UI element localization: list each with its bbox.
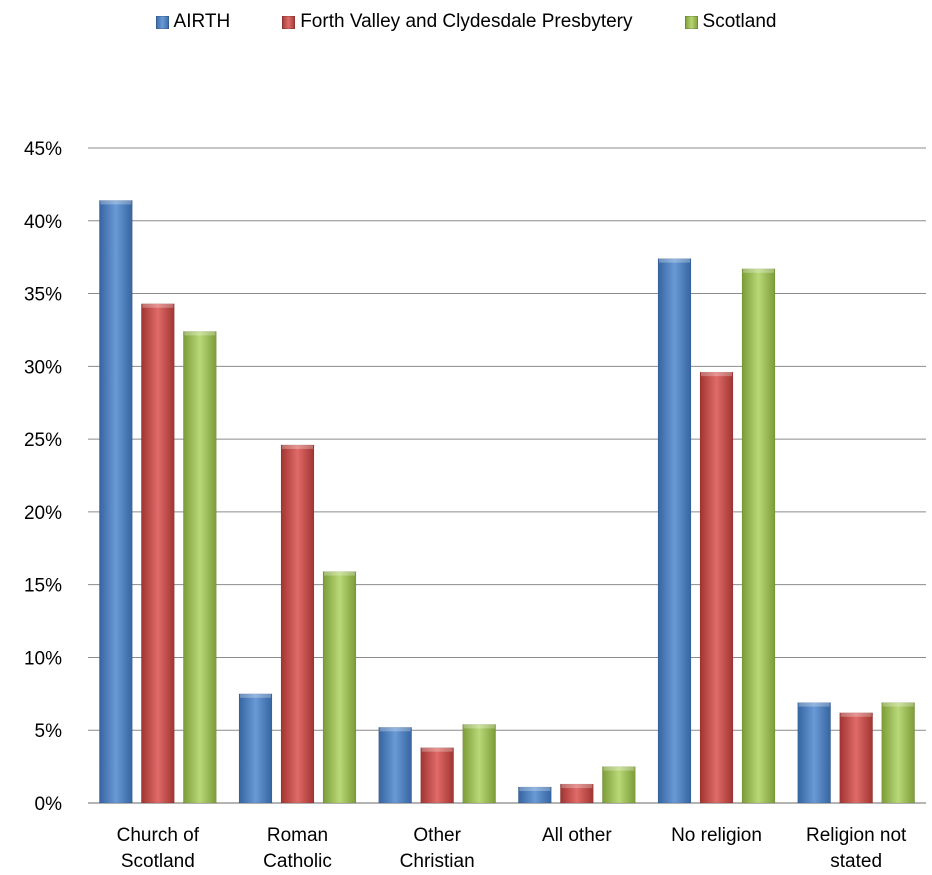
legend-swatch-presbytery [282,15,296,29]
y-tick-label: 5% [35,721,63,742]
y-tick-label: 30% [24,357,62,378]
bar-scotland [322,571,357,804]
legend-item-presbytery: Forth Valley and Clydesdale Presbytery [282,10,633,34]
bar-bevel [142,303,174,308]
y-axis-ticks: 0% 5% 10% 15% 20% 25% 30% 35% 40% 45% [24,139,62,815]
bar-forth-valley-and-clydesdale-presbytery [560,783,594,804]
bar-airth [518,786,552,804]
bar-forth-valley-and-clydesdale-presbytery [420,747,454,804]
y-tick-label: 20% [24,503,62,524]
bar-bevel [100,200,132,205]
legend-label-presbytery: Forth Valley and Clydesdale Presbytery [300,11,633,32]
bar-forth-valley-and-clydesdale-presbytery [280,444,315,804]
bar-airth [238,693,273,804]
x-tick-label: Roman Catholic [263,825,332,872]
x-tick-label: Church of Scotland [117,825,200,872]
bar-bevel [659,258,690,263]
bars [99,200,915,804]
bar-bevel [379,727,411,732]
bar-bevel [840,712,872,717]
bar-scotland [462,724,496,804]
legend-swatch-scotland [684,15,698,29]
bar-airth [657,258,692,804]
bar-bevel [743,268,774,273]
bar-bevel [519,786,551,791]
bar-bevel [561,784,593,789]
legend-item-scotland: Scotland [684,10,777,34]
bar-airth [378,727,412,804]
bar-bevel [798,702,830,707]
y-tick-label: 35% [24,285,62,306]
bar-bevel [282,444,313,449]
y-tick-label: 25% [24,430,62,451]
legend: AIRTH Forth Valley and Clydesdale Presby… [0,10,932,34]
y-tick-label: 0% [35,794,63,815]
legend-label-airth: AIRTH [173,11,231,32]
bar-bevel [463,724,495,729]
bar-scotland [741,268,776,804]
x-tick-label: Other Christian [400,825,475,872]
legend-label-scotland: Scotland [702,11,777,32]
bar-bevel [324,571,355,576]
bar-scotland [183,331,217,804]
y-tick-label: 15% [24,576,62,597]
legend-swatch-airth [155,15,169,29]
legend-item-airth: AIRTH [155,10,231,34]
y-tick-label: 10% [24,648,62,669]
bar-airth [99,200,133,804]
bar-forth-valley-and-clydesdale-presbytery [839,712,873,804]
bar-scotland [881,702,915,804]
bar-bevel [240,693,271,698]
bar-bevel [701,372,732,377]
x-axis-ticks: Church of Scotland Roman Catholic Other Chris… [117,825,907,872]
x-tick-label: No religion [671,825,762,846]
bar-forth-valley-and-clydesdale-presbytery [141,303,175,804]
x-tick-label: All other [542,825,612,846]
x-tick-label: Religion not stated [806,825,907,872]
y-tick-label: 45% [24,139,62,160]
bar-scotland [602,766,636,804]
bar-bevel [882,702,914,707]
y-tick-label: 40% [24,212,62,233]
bar-forth-valley-and-clydesdale-presbytery [699,371,734,804]
bar-bevel [421,747,453,752]
bar-airth [797,702,831,804]
bar-bevel [184,331,216,336]
gridlines [88,147,926,804]
bar-bevel [603,766,635,771]
